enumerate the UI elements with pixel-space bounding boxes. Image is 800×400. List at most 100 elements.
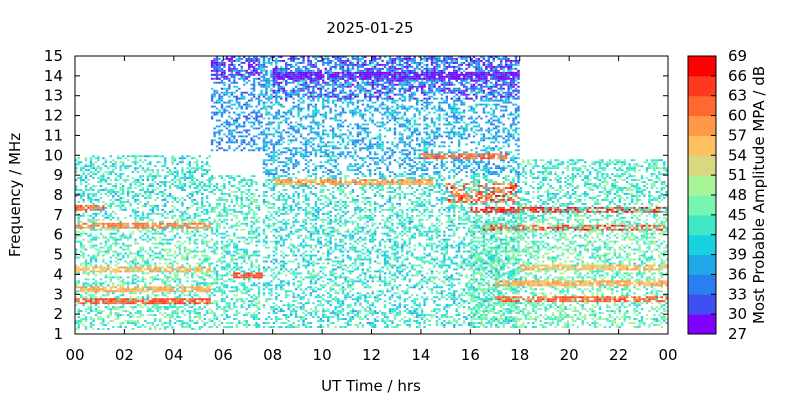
heatmap-cell bbox=[215, 304, 219, 307]
heatmap-cell bbox=[243, 69, 246, 72]
heatmap-cell bbox=[112, 165, 115, 168]
heatmap-cell bbox=[149, 173, 152, 176]
heatmap-cell bbox=[317, 326, 320, 328]
heatmap-cell bbox=[218, 93, 221, 96]
heatmap-cell bbox=[230, 286, 234, 289]
heatmap-cell bbox=[351, 280, 355, 283]
heatmap-cell bbox=[220, 300, 224, 303]
heatmap-cell bbox=[218, 278, 221, 281]
heatmap-cell bbox=[176, 268, 179, 271]
heatmap-cell bbox=[166, 280, 169, 283]
heatmap-cell bbox=[218, 69, 221, 72]
heatmap-cell bbox=[205, 195, 209, 197]
heatmap-cell bbox=[131, 302, 135, 305]
heatmap-cell bbox=[255, 206, 258, 209]
heatmap-cell bbox=[161, 256, 164, 259]
heatmap-cell bbox=[250, 93, 253, 96]
heatmap-cell bbox=[218, 147, 221, 150]
heatmap-cell bbox=[304, 264, 308, 267]
heatmap-cell bbox=[126, 175, 130, 178]
heatmap-cell bbox=[287, 234, 290, 237]
heatmap-cell bbox=[275, 284, 278, 287]
heatmap-cell bbox=[225, 310, 229, 313]
heatmap-cell bbox=[346, 250, 350, 253]
heatmap-cell bbox=[159, 226, 162, 229]
heatmap-cell bbox=[336, 222, 340, 225]
heatmap-cell bbox=[262, 63, 266, 66]
heatmap-cell bbox=[121, 236, 125, 239]
heatmap-cell bbox=[92, 167, 95, 170]
heatmap-cell bbox=[173, 220, 177, 223]
heatmap-cell bbox=[344, 294, 347, 297]
heatmap-cell bbox=[107, 306, 110, 309]
heatmap-cell bbox=[215, 81, 219, 84]
heatmap-cell bbox=[109, 276, 112, 279]
heatmap-cell bbox=[186, 236, 189, 239]
heatmap-cell bbox=[250, 270, 253, 273]
heatmap-cell bbox=[193, 322, 196, 324]
heatmap-cell bbox=[344, 177, 347, 180]
heatmap-cell bbox=[252, 127, 256, 130]
heatmap-cell bbox=[351, 246, 355, 249]
heatmap-cell bbox=[247, 133, 251, 136]
heatmap-cell bbox=[201, 290, 204, 293]
heatmap-cell bbox=[289, 208, 293, 211]
heatmap-cell bbox=[146, 175, 150, 178]
heatmap-cell bbox=[220, 246, 224, 249]
heatmap-cell bbox=[233, 185, 236, 187]
heatmap-cell bbox=[173, 290, 177, 293]
heatmap-cell bbox=[230, 91, 234, 94]
heatmap-cell bbox=[134, 270, 137, 273]
heatmap-cell bbox=[191, 328, 194, 330]
heatmap-cell bbox=[247, 121, 251, 124]
heatmap-cell bbox=[240, 202, 243, 205]
heatmap-cell bbox=[109, 262, 112, 265]
heatmap-cell bbox=[247, 258, 251, 261]
heatmap-cell bbox=[193, 222, 196, 225]
heatmap-cell bbox=[109, 320, 112, 322]
heatmap-cell bbox=[280, 208, 283, 211]
heatmap-cell bbox=[277, 270, 281, 273]
heatmap-cell bbox=[139, 236, 142, 239]
heatmap-cell bbox=[178, 302, 182, 305]
heatmap-cell bbox=[243, 111, 246, 114]
heatmap-cell bbox=[210, 141, 214, 144]
heatmap-cell bbox=[257, 65, 261, 68]
heatmap-cell bbox=[75, 322, 78, 324]
heatmap-cell bbox=[176, 274, 179, 277]
heatmap-cell bbox=[247, 129, 251, 132]
heatmap-cell bbox=[265, 240, 268, 243]
heatmap-cell bbox=[329, 202, 332, 205]
heatmap-cell bbox=[255, 318, 258, 321]
heatmap-cell bbox=[331, 191, 335, 193]
heatmap-cell bbox=[270, 284, 273, 287]
heatmap-cell bbox=[235, 139, 238, 142]
heatmap-cell bbox=[215, 125, 219, 128]
heatmap-cell bbox=[102, 328, 105, 330]
heatmap-cell bbox=[324, 274, 327, 277]
heatmap-cell bbox=[235, 195, 238, 197]
heatmap-cell bbox=[77, 177, 80, 180]
heatmap-cell bbox=[203, 185, 206, 187]
heatmap-cell bbox=[282, 244, 285, 247]
heatmap-cell bbox=[349, 312, 352, 315]
heatmap-cell bbox=[339, 244, 342, 247]
heatmap-cell bbox=[312, 212, 315, 215]
heatmap-cell bbox=[235, 300, 238, 303]
heatmap-cell bbox=[75, 224, 78, 227]
heatmap-cell bbox=[238, 282, 241, 285]
heatmap-cell bbox=[245, 274, 248, 277]
heatmap-cell bbox=[245, 105, 248, 108]
heatmap-cell bbox=[117, 157, 120, 160]
heatmap-cell bbox=[126, 282, 130, 285]
heatmap-cell bbox=[292, 250, 295, 253]
heatmap-cell bbox=[225, 264, 229, 267]
heatmap-cell bbox=[139, 185, 142, 187]
heatmap-cell bbox=[327, 302, 330, 305]
heatmap-cell bbox=[243, 121, 246, 124]
heatmap-cell bbox=[225, 322, 229, 324]
heatmap-cell bbox=[151, 177, 154, 180]
heatmap-cell bbox=[302, 191, 305, 193]
heatmap-cell bbox=[176, 276, 179, 279]
heatmap-cell bbox=[181, 200, 184, 203]
